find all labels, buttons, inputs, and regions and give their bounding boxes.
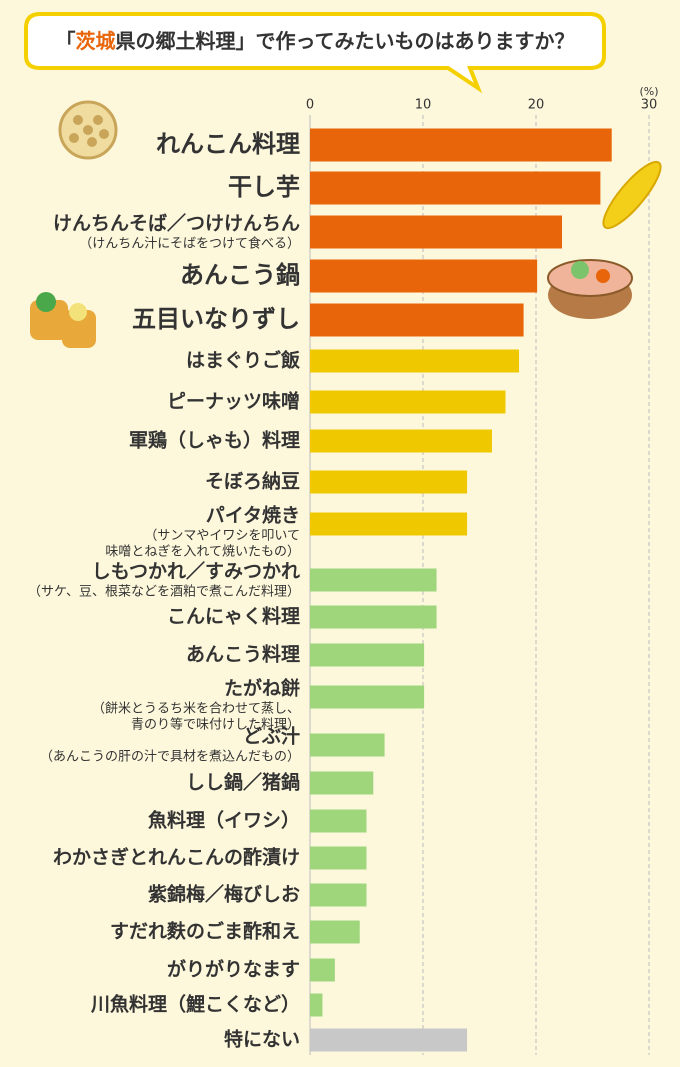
category-label: 干し芋 [228, 173, 300, 201]
category-label: しし鍋／猪鍋 [186, 771, 300, 794]
inari-top [36, 292, 56, 312]
category-label: あんこう鍋 [180, 261, 300, 289]
category-label: けんちんそば／つけけんちん [53, 212, 300, 235]
category-label: ピーナッツ味噌 [167, 390, 300, 413]
pot-top [547, 259, 633, 297]
category-label: れんこん料理 [156, 130, 300, 158]
bar [310, 1028, 468, 1052]
category-label: すだれ麩のごま酢和え [110, 920, 300, 943]
category-label: 川魚料理（鯉こくなど） [90, 993, 300, 1016]
category-label: 軍鶏（しゃも）料理 [129, 429, 300, 452]
bar [310, 685, 425, 709]
bar [310, 846, 367, 870]
bar [310, 771, 374, 795]
bar [310, 512, 468, 536]
category-sublabel: 青のり等で味付けした料理） [131, 717, 300, 733]
pot-veg [596, 269, 610, 283]
title-part: 県の郷土料理」で作ってみたいものはありますか？ [116, 29, 575, 53]
category-sublabel: （あんこうの肝の汁で具材を煮込んだもの） [40, 750, 300, 765]
inari [62, 310, 96, 348]
category-label: たがね餅 [224, 677, 300, 700]
category-label: 特にない [224, 1029, 300, 1051]
title-part: 茨城 [76, 29, 116, 53]
category-sublabel: （餅米とうるち米を合わせて蒸し、 [92, 702, 300, 717]
bar [310, 958, 335, 982]
bar [310, 349, 520, 373]
category-label: 魚料理（イワシ） [148, 809, 300, 832]
unit-label: (%) [639, 85, 658, 98]
bar [310, 470, 468, 494]
category-label: こんにゃく料理 [167, 605, 300, 628]
category-sublabel: （けんちん汁にそばをつけて食べる） [79, 236, 300, 252]
bar [310, 993, 323, 1017]
bar [310, 883, 367, 907]
category-sublabel: 味噌とねぎを入れて焼いたもの） [105, 545, 300, 560]
bar [310, 429, 492, 453]
x-tick-label: 30 [641, 98, 658, 113]
lotus-hole [87, 137, 97, 147]
category-label: しもつかれ／すみつかれ [92, 560, 300, 583]
bar [310, 390, 506, 414]
category-label: 紫錦梅／梅びしお [148, 883, 300, 906]
title-part: 「 [56, 29, 76, 53]
dried-potato [602, 160, 662, 230]
category-label: わかさぎとれんこんの酢漬け [53, 846, 300, 869]
bar [310, 605, 437, 629]
category-label: はまぐりご飯 [186, 349, 300, 372]
bar [310, 259, 538, 293]
bar [310, 568, 437, 592]
bar [310, 215, 562, 249]
title-bubble [24, 12, 606, 94]
category-label: 五目いなりずし [132, 305, 300, 333]
category-sublabel: （サケ、豆、根菜などを酒粕で煮こんだ料理） [28, 585, 300, 600]
bar [310, 809, 367, 833]
category-label: がりがりなます [167, 958, 300, 981]
illustrations [30, 100, 662, 348]
category-sublabel: （サンマやイワシを叩いて [144, 529, 300, 544]
inari-top [69, 303, 87, 321]
bar [310, 643, 425, 667]
pot-veg [571, 261, 589, 279]
x-tick-label: 10 [415, 98, 432, 113]
lotus-hole [99, 129, 109, 139]
lotus-hole [83, 125, 93, 135]
lotus-hole [93, 115, 103, 125]
x-tick-label: 0 [306, 98, 314, 113]
bar [310, 303, 524, 337]
bar [310, 128, 612, 162]
category-label: パイタ焼き [206, 504, 300, 527]
category-label: あんこう料理 [186, 643, 300, 666]
bar [310, 733, 385, 757]
bar [310, 920, 360, 944]
x-tick-label: 20 [528, 98, 545, 113]
category-label: どぶ汁 [243, 725, 300, 748]
lotus-hole [69, 133, 79, 143]
bar [310, 171, 601, 205]
chart-title: 「茨城県の郷土料理」で作ってみたいものはありますか？ [56, 29, 575, 53]
lotus-hole [73, 115, 83, 125]
category-label: そぼろ納豆 [205, 470, 300, 493]
inari [30, 300, 68, 340]
